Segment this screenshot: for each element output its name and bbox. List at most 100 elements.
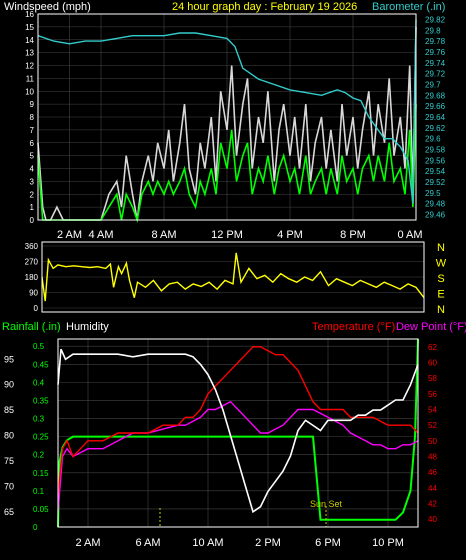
temperature-line: [57, 346, 419, 496]
graph-title: 24 hour graph day : February 19 2026: [172, 1, 357, 13]
x-tick-label: 2 AM: [75, 537, 100, 549]
y-tick-label: 180: [25, 273, 39, 282]
temperature-label: Temperature (°F): [312, 321, 395, 333]
humidity-tick-label: 65: [4, 507, 14, 517]
y-tick-label: 0: [30, 216, 35, 225]
y-tick-label: 10: [25, 87, 34, 96]
bottom-chart-series: [57, 338, 419, 528]
y2-tick-label: 29.46: [425, 211, 446, 220]
y-tick-label: 1: [30, 203, 35, 212]
y-tick-label: 360: [25, 242, 39, 251]
y2-tick-label: 29.8: [425, 26, 441, 35]
y-tick-label: 7: [30, 126, 35, 135]
y-tick-label: 0: [34, 304, 39, 313]
x-tick-label: 0 AM: [397, 229, 422, 241]
y-tick-label: 15: [25, 23, 34, 32]
temp-tick-label: 54: [428, 406, 437, 415]
x-tick-label: 6 AM: [135, 537, 160, 549]
rain-tick-label: 0.15: [33, 469, 49, 478]
humidity-tick-label: 70: [4, 481, 14, 491]
compass-label: S: [437, 273, 444, 285]
mid-chart-grid: [42, 245, 424, 309]
rain-tick-label: 0.3: [33, 415, 45, 424]
mid-chart-frame: [41, 241, 425, 313]
y2-tick-label: 29.72: [425, 70, 446, 79]
y-tick-label: 13: [25, 49, 34, 58]
top-chart-x-axis: 2 AM 4 AM 8 AM 12 PM 4 PM 8 PM 0 AM: [57, 229, 423, 241]
x-tick-label: 12 PM: [211, 229, 243, 241]
y2-tick-label: 29.82: [425, 15, 446, 24]
y2-tick-label: 29.6: [425, 135, 441, 144]
y2-tick-label: 29.48: [425, 200, 446, 209]
rain-tick-label: 0.1: [33, 487, 45, 496]
temp-tick-label: 48: [428, 453, 437, 462]
humidity-label: Humidity: [66, 321, 109, 333]
temp-tick-label: 56: [428, 390, 437, 399]
y2-tick-label: 29.62: [425, 124, 446, 133]
x-tick-label: 4 PM: [277, 229, 303, 241]
humidity-tick-label: 80: [4, 431, 14, 441]
x-tick-label: 10 PM: [372, 537, 404, 549]
compass-label: W: [436, 258, 447, 270]
y-tick-label: 4: [30, 165, 35, 174]
rainfall-label: Rainfall (.in): [2, 321, 61, 333]
y-tick-label: 3: [30, 177, 35, 186]
temp-tick-label: 60: [428, 359, 437, 368]
temp-tick-label: 62: [428, 343, 437, 352]
y-tick-label: 2: [30, 190, 35, 199]
compass-label: E: [437, 289, 444, 301]
mid-chart-y-axis: 360 270 180 90 0: [25, 242, 39, 313]
top-chart-series: [37, 19, 417, 224]
temp-tick-label: 44: [428, 484, 437, 493]
rain-tick-label: 0.45: [33, 360, 49, 369]
humidity-tick-label: 85: [4, 405, 14, 415]
y2-tick-label: 29.7: [425, 80, 441, 89]
y2-tick-label: 29.68: [425, 91, 446, 100]
y2-tick-label: 29.66: [425, 102, 446, 111]
y2-tick-label: 29.78: [425, 37, 446, 46]
y-tick-label: 5: [30, 152, 35, 161]
y2-tick-label: 29.54: [425, 167, 446, 176]
y-tick-label: 90: [29, 289, 38, 298]
y-tick-label: 8: [30, 113, 35, 122]
y-tick-label: 6: [30, 139, 35, 148]
x-tick-label: 10 AM: [192, 537, 223, 549]
y2-tick-label: 29.64: [425, 113, 446, 122]
barometer-label: Barometer (.in): [372, 1, 445, 13]
y2-tick-label: 29.58: [425, 146, 446, 155]
compass-label: N: [437, 242, 445, 254]
humidity-tick-label: 90: [4, 380, 14, 390]
temp-tick-label: 52: [428, 421, 437, 430]
bottom-chart-rain-axis: 0 0.05 0.1 0.15 0.2 0.25 0.3 0.35 0.4 0.45 0.5: [33, 342, 49, 532]
temp-tick-label: 58: [428, 374, 437, 383]
humidity-tick-label: 75: [4, 456, 14, 466]
compass-label: N: [437, 304, 445, 316]
rain-tick-label: 0.25: [33, 433, 49, 442]
y2-tick-label: 29.56: [425, 156, 446, 165]
dew-point-label: Dew Point (°F): [396, 321, 466, 333]
dew-point-line: [57, 400, 419, 512]
x-tick-label: 6 PM: [315, 537, 341, 549]
y2-tick-label: 29.76: [425, 48, 446, 57]
humidity-line: [57, 348, 419, 514]
bottom-chart-temp-axis: 40 42 44 46 48 50 52 54 56 58 60 62: [428, 343, 437, 524]
temp-tick-label: 50: [428, 437, 437, 446]
gust-line: [37, 26, 417, 221]
temp-tick-label: 40: [428, 515, 437, 524]
bottom-chart-grid: [58, 339, 418, 528]
x-tick-label: 8 PM: [340, 229, 366, 241]
x-tick-label: 2 AM: [57, 229, 82, 241]
bottom-chart-humidity-axis: 65 70 75 80 85 90 95: [4, 354, 14, 516]
y-tick-label: 11: [26, 74, 35, 83]
mid-chart-series: [41, 252, 425, 302]
x-tick-label: 8 AM: [151, 229, 176, 241]
rainfall-line: [57, 338, 419, 528]
x-tick-label: 4 AM: [88, 229, 113, 241]
humidity-tick-label: 95: [4, 354, 14, 364]
y-tick-label: 9: [30, 100, 35, 109]
bottom-chart-x-axis: 2 AM 6 AM 10 AM 2 PM 6 PM 10 PM: [75, 537, 403, 549]
